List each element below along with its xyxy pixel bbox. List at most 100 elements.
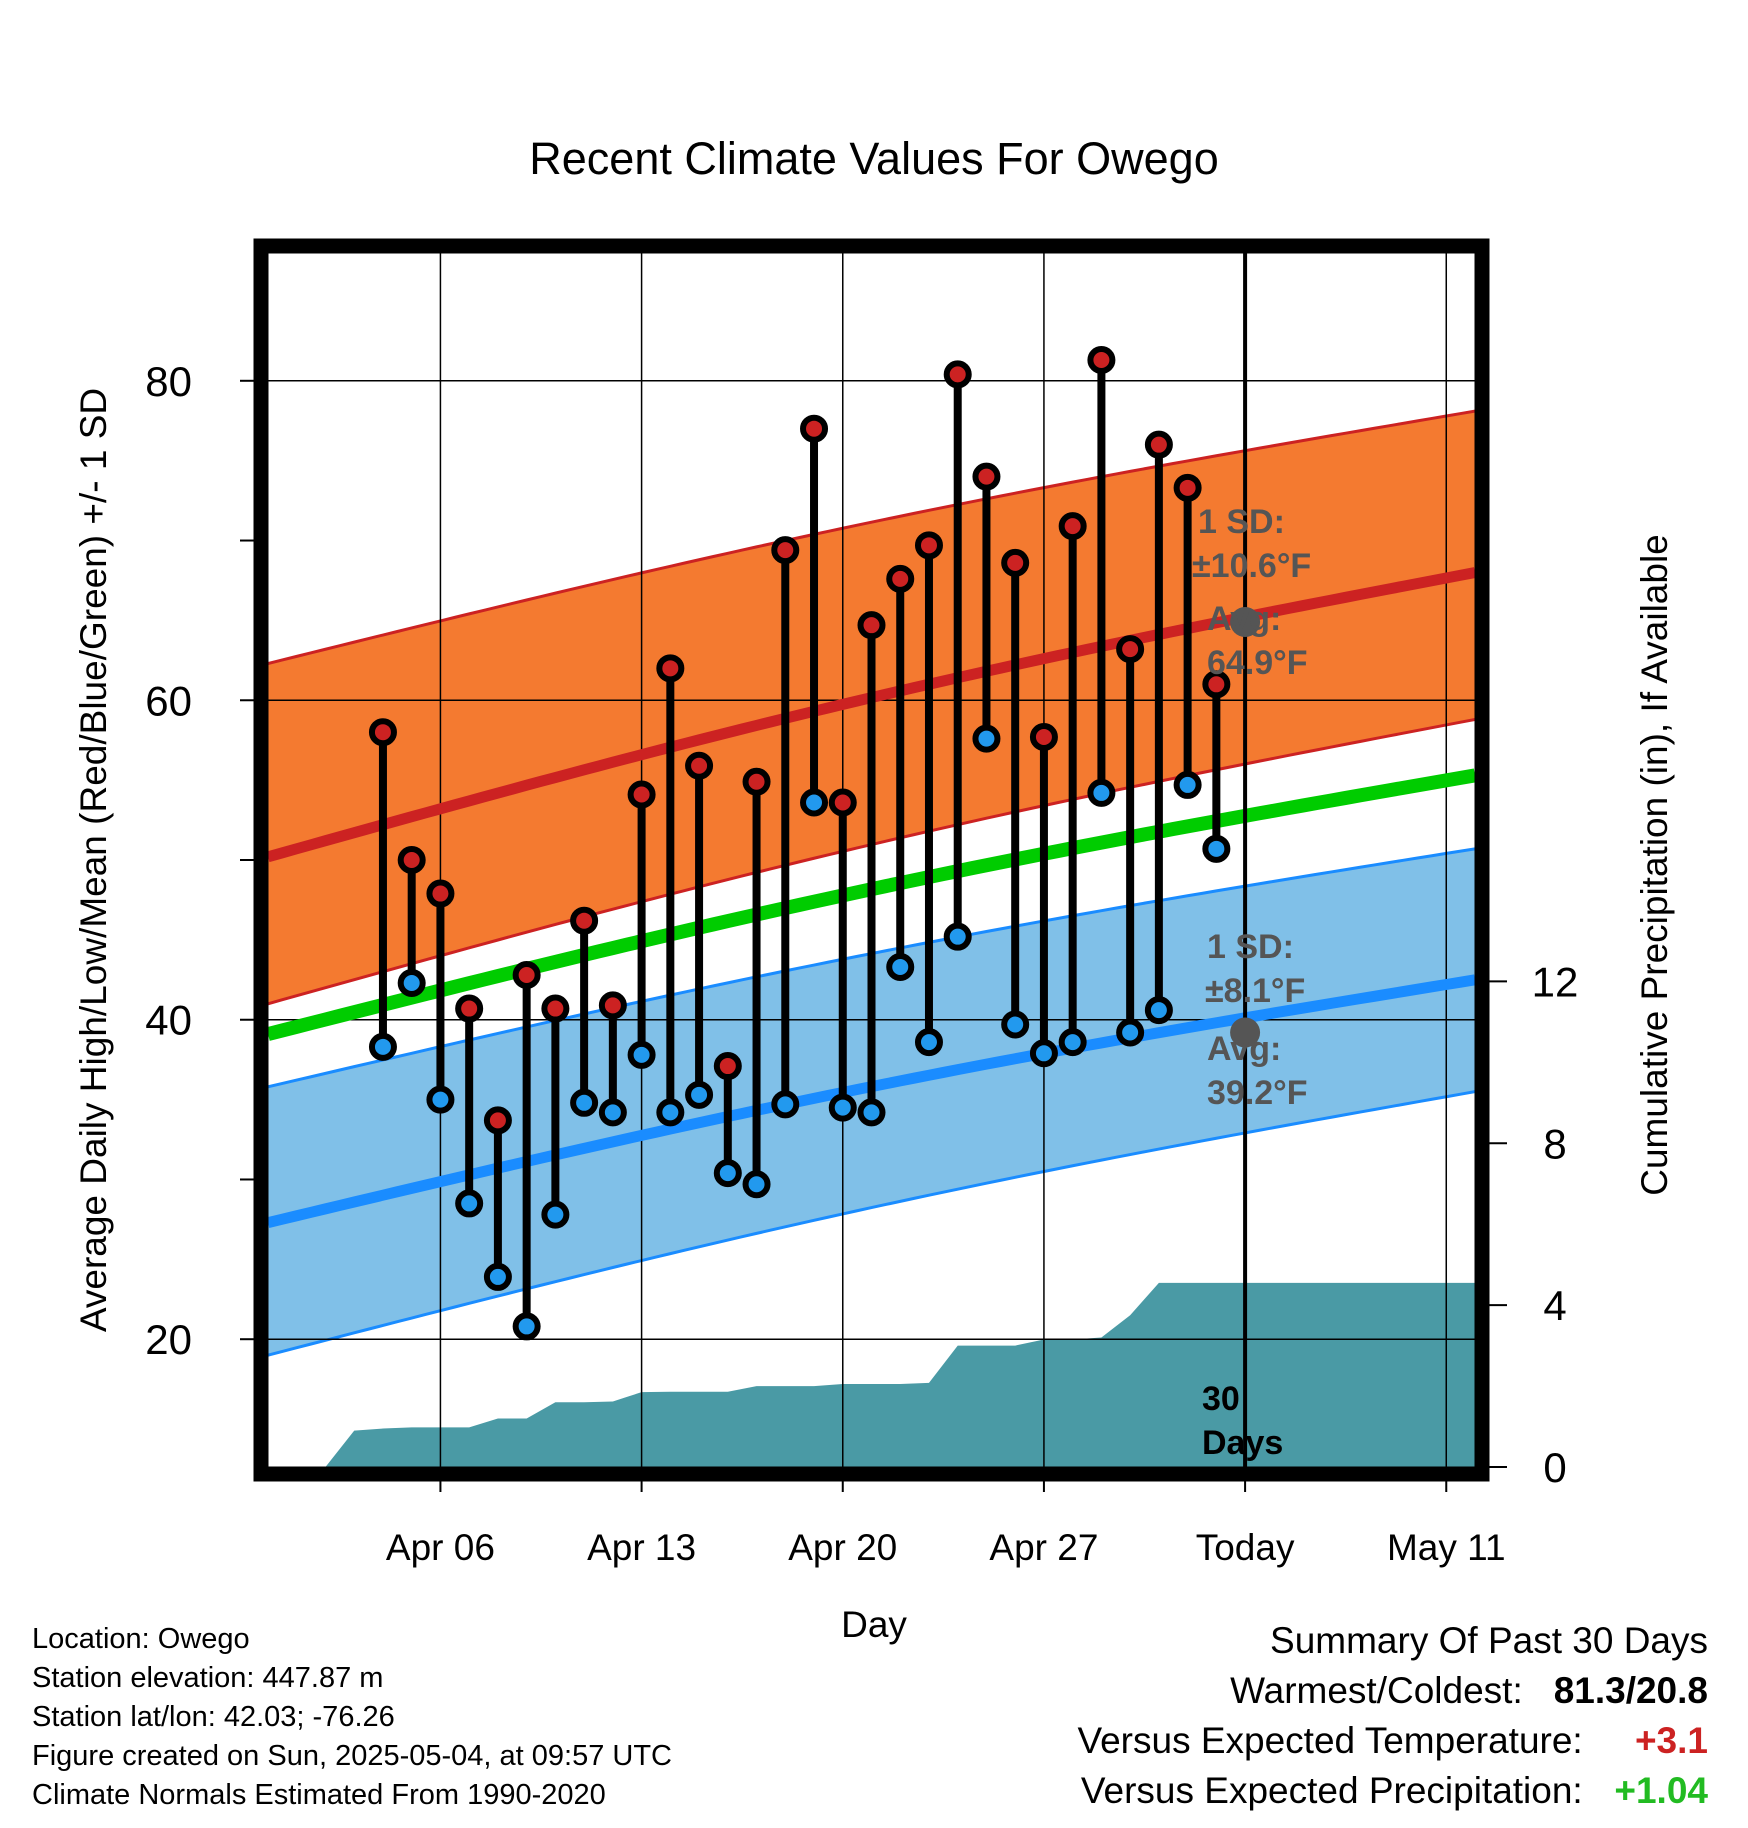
low-temp-point <box>541 1200 570 1229</box>
precip-value: +1.04 <box>1614 1770 1708 1811</box>
low-temp-point <box>828 1093 857 1122</box>
low-temp-point <box>368 1032 397 1061</box>
low-temp-point <box>598 1098 627 1127</box>
low-temp-point <box>570 1088 599 1117</box>
high-temp-point <box>685 751 714 780</box>
precip-label: Versus Expected Precipitation: <box>1080 1770 1583 1811</box>
low-sd-value: ±8.1°F <box>1205 972 1305 1010</box>
high-temp-point <box>857 611 886 640</box>
low-avg-label: Avg: <box>1207 1030 1281 1068</box>
low-temp-point <box>914 1028 943 1057</box>
high-temp-point <box>1001 548 1030 577</box>
low-temp-point <box>1144 996 1173 1025</box>
low-avg-marker <box>1230 1017 1261 1048</box>
high-temp-point <box>570 906 599 935</box>
low-temp-point <box>972 724 1001 753</box>
low-temp-point <box>1202 834 1231 863</box>
low-band-lower-edge <box>268 1090 1475 1357</box>
high-temp-point <box>886 564 915 593</box>
low-temp-point <box>713 1159 742 1188</box>
normals-text: Climate Normals Estimated From 1990-2020 <box>32 1779 606 1811</box>
low-temp-point <box>627 1040 656 1069</box>
low-temp-point <box>656 1098 685 1127</box>
high-sd-value: ±10.6°F <box>1192 547 1311 585</box>
low-temp-point <box>1173 770 1202 799</box>
low-temp-point <box>771 1090 800 1119</box>
high-band-upper-edge <box>268 409 1475 665</box>
summary-panel: Summary Of Past 30 Days Warmest/Coldest:… <box>1077 1616 1708 1816</box>
y-axis-label: Average Daily High/Low/Mean (Red/Blue/Gr… <box>73 388 114 1332</box>
high-temp-point <box>483 1106 512 1135</box>
high-temp-point <box>656 654 685 683</box>
plot-layer: 1 SD: ±10.6°F Avg: 64.9°F 1 SD: ±8.1°F Avg: 39.… <box>145 238 1579 1568</box>
high-temp-point <box>426 879 455 908</box>
high-temp-point <box>771 536 800 565</box>
low-temp-point <box>1116 1018 1145 1047</box>
low-temp-point <box>397 968 426 997</box>
x-tick-label: Apr 06 <box>386 1527 495 1568</box>
elevation-text: Station elevation: 447.87 m <box>32 1662 384 1694</box>
y2-axis-label: Cumulative Precipitation (in), If Availa… <box>1634 534 1675 1196</box>
x-tick-label: Apr 27 <box>989 1527 1098 1568</box>
high-sd-label: 1 SD: <box>1198 503 1285 541</box>
y2-tick-label: 0 <box>1543 1444 1566 1491</box>
latlon-text: Station lat/lon: 42.03; -76.26 <box>32 1701 395 1733</box>
high-avg-value: 64.9°F <box>1207 644 1308 682</box>
low-temp-point <box>943 922 972 951</box>
low-temp-point <box>742 1170 771 1199</box>
low-sd-label: 1 SD: <box>1207 928 1294 966</box>
high-temp-point <box>800 414 829 443</box>
low-temp-point <box>1029 1039 1058 1068</box>
high-temp-point <box>541 994 570 1023</box>
high-temp-point <box>455 994 484 1023</box>
precip-row: Versus Expected Precipitation: +1.04 <box>1077 1766 1708 1816</box>
low-temp-point <box>1087 778 1116 807</box>
low-temp-point <box>483 1262 512 1291</box>
y2-tick-label: 8 <box>1543 1120 1566 1167</box>
y2-tick-label: 4 <box>1543 1282 1566 1329</box>
period-label-number: 30 <box>1202 1380 1240 1418</box>
high-temp-point <box>368 718 397 747</box>
high-temp-point <box>972 462 1001 491</box>
low-temp-point <box>857 1098 886 1127</box>
high-temp-point <box>828 788 857 817</box>
high-avg-label: Avg: <box>1207 600 1281 638</box>
high-temp-point <box>914 531 943 560</box>
precip-area <box>325 1282 1475 1467</box>
warm-cold-value: 81.3/20.8 <box>1553 1670 1708 1711</box>
high-temp-point <box>1087 346 1116 375</box>
chart-title: Recent Climate Values For Owego <box>529 133 1218 184</box>
temp-label: Versus Expected Temperature: <box>1077 1720 1583 1761</box>
x-axis-label: Day <box>841 1604 907 1645</box>
warm-cold-row: Warmest/Coldest: 81.3/20.8 <box>1077 1666 1708 1716</box>
high-temp-point <box>742 767 771 796</box>
x-tick-label: Apr 20 <box>788 1527 897 1568</box>
high-temp-point <box>1029 723 1058 752</box>
x-tick-label: May 11 <box>1387 1527 1506 1568</box>
high-temp-point <box>1144 430 1173 459</box>
plot-frame <box>253 238 1490 1482</box>
low-temp-point <box>512 1312 541 1341</box>
y2-tick-label: 12 <box>1532 958 1579 1005</box>
y-tick-label: 40 <box>145 997 192 1044</box>
temp-value: +3.1 <box>1634 1720 1708 1761</box>
low-avg-value: 39.2°F <box>1207 1074 1308 1112</box>
high-temp-point <box>1173 473 1202 502</box>
low-temp-point <box>1058 1028 1087 1057</box>
created-text: Figure created on Sun, 2025-05-04, at 09… <box>32 1740 672 1772</box>
high-avg-marker <box>1230 606 1261 637</box>
location-text: Location: Owego <box>32 1623 250 1655</box>
y-tick-label: 80 <box>145 358 192 405</box>
y-tick-label: 60 <box>145 677 192 724</box>
warm-cold-label: Warmest/Coldest: <box>1230 1670 1523 1711</box>
station-info: Location: Owego Station elevation: 447.8… <box>32 1620 672 1815</box>
x-tick-label: Apr 13 <box>587 1527 696 1568</box>
period-label-days: Days <box>1202 1424 1283 1462</box>
low-temp-point <box>1001 1010 1030 1039</box>
high-temp-point <box>512 961 541 990</box>
low-temp-point <box>886 953 915 982</box>
y-tick-label: 20 <box>145 1316 192 1363</box>
low-temp-point <box>800 788 829 817</box>
low-temp-point <box>685 1080 714 1109</box>
